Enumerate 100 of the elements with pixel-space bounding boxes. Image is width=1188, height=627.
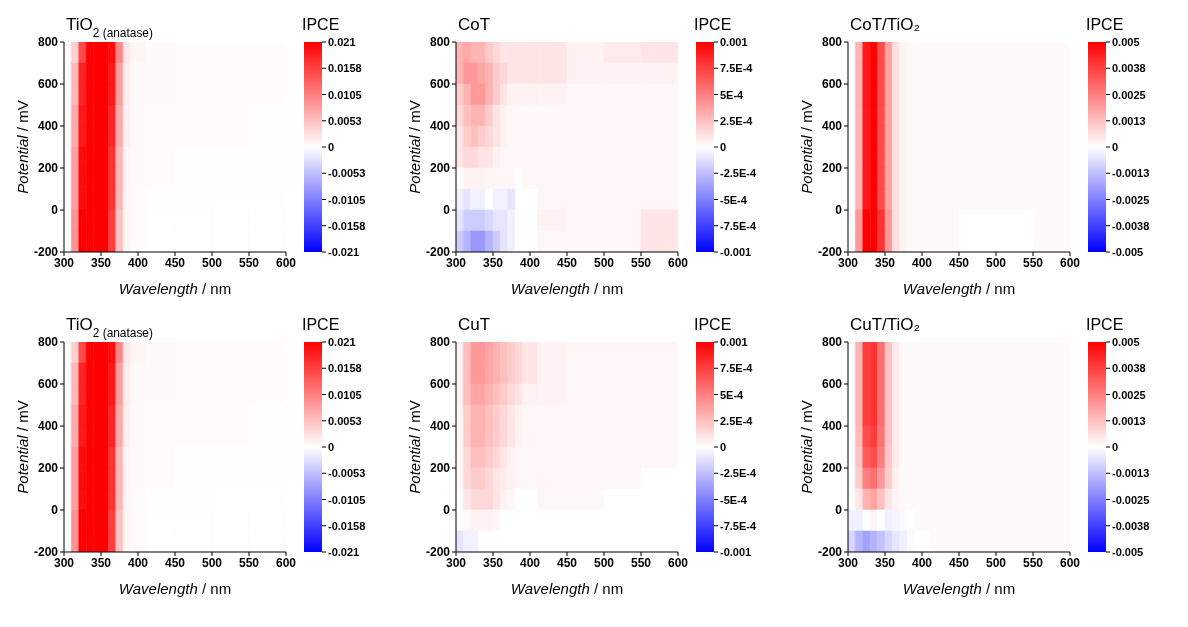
color-bar-label: 0.0105 xyxy=(328,388,362,401)
x-tick-label: 450 xyxy=(164,255,186,270)
color-bar-label: -0.0158 xyxy=(328,219,366,232)
color-bar-label: 0.0053 xyxy=(328,414,362,427)
x-tick-label: 450 xyxy=(556,255,578,270)
color-bar-label: -0.005 xyxy=(1112,546,1144,558)
y-tick-label: 0 xyxy=(51,503,59,518)
y-tick-label: 800 xyxy=(821,335,843,350)
color-bar-label: -0.021 xyxy=(328,546,360,558)
y-tick-label: 0 xyxy=(443,203,451,218)
y-tick-label: 600 xyxy=(37,77,59,92)
x-tick-label: 400 xyxy=(127,555,149,570)
color-bar-label: 2.5E-4 xyxy=(720,114,754,127)
y-tick-label: 600 xyxy=(821,77,843,92)
x-tick-label: 350 xyxy=(90,555,112,570)
y-tick-label: 200 xyxy=(821,461,843,476)
color-bar-label: 0 xyxy=(328,441,335,453)
x-axis-title: Wavelength / nm xyxy=(118,280,232,297)
color-bar-label: 0.001 xyxy=(720,336,748,348)
x-tick-label: 300 xyxy=(445,255,467,270)
y-tick-label: 800 xyxy=(429,335,451,350)
x-tick-label: 550 xyxy=(238,255,260,270)
color-bar-label: 0.005 xyxy=(1112,336,1140,348)
y-tick-label: 200 xyxy=(37,461,59,476)
color-bar-label: 0.0053 xyxy=(328,114,362,127)
x-axis-title: Wavelength / nm xyxy=(510,580,624,597)
color-bar-label: -2.5E-4 xyxy=(720,167,757,180)
x-tick-label: 400 xyxy=(519,555,541,570)
x-tick-label: 350 xyxy=(482,255,504,270)
color-bar-label: 0.0025 xyxy=(1112,388,1146,401)
color-bar-label: -0.0013 xyxy=(1112,467,1150,480)
x-tick-label: 600 xyxy=(275,255,297,270)
x-tick-label: 300 xyxy=(445,555,467,570)
y-tick-label: 200 xyxy=(429,161,451,176)
y-tick-label: 600 xyxy=(37,377,59,392)
color-bar-label: 5E-4 xyxy=(720,388,745,401)
x-tick-label: 500 xyxy=(593,555,615,570)
x-tick-label: 550 xyxy=(630,555,652,570)
color-bar-label: -0.0105 xyxy=(328,193,366,206)
color-bar-title: IPCE xyxy=(694,316,732,333)
x-tick-label: 550 xyxy=(630,255,652,270)
y-tick-label: 800 xyxy=(429,35,451,50)
y-axis-title: Potential / mV xyxy=(13,400,31,494)
chart-title: CoT xyxy=(458,15,491,34)
chart-title: TiO$_{2 (anatase)}$ xyxy=(66,15,153,40)
x-tick-label: 500 xyxy=(593,255,615,270)
color-bar-label: 0 xyxy=(720,441,727,453)
color-bar-label: 0.0038 xyxy=(1112,362,1146,375)
x-tick-label: 500 xyxy=(985,255,1007,270)
y-tick-label: 200 xyxy=(37,161,59,176)
x-tick-label: 350 xyxy=(874,255,896,270)
color-bar-label: 0.0158 xyxy=(328,62,362,75)
x-tick-label: 600 xyxy=(275,555,297,570)
x-tick-label: 600 xyxy=(667,555,689,570)
x-tick-label: 550 xyxy=(238,555,260,570)
x-tick-label: 300 xyxy=(837,555,859,570)
y-tick-label: 600 xyxy=(821,377,843,392)
color-bar-label: -7.5E-4 xyxy=(720,219,757,232)
x-tick-label: 300 xyxy=(53,555,75,570)
color-bar-title: IPCE xyxy=(1086,16,1124,33)
color-bar-label: -0.0053 xyxy=(328,167,366,180)
y-tick-label: 400 xyxy=(821,119,843,134)
chart-title: CoT/TiO₂ xyxy=(850,15,921,34)
y-axis-title: Potential / mV xyxy=(405,400,423,494)
color-bar-label: -0.001 xyxy=(720,546,752,558)
x-tick-label: 450 xyxy=(556,555,578,570)
color-bar-label: 5E-4 xyxy=(720,88,745,101)
color-bar-label: 0.0013 xyxy=(1112,414,1146,427)
y-axis-title: Potential / mV xyxy=(797,100,815,194)
x-tick-label: 300 xyxy=(53,255,75,270)
x-tick-label: 300 xyxy=(837,255,859,270)
color-bar-label: 0.021 xyxy=(328,36,356,48)
y-tick-label: 800 xyxy=(821,35,843,50)
x-tick-label: 500 xyxy=(985,555,1007,570)
color-bar-label: -0.005 xyxy=(1112,246,1144,258)
color-bar-label: -0.0025 xyxy=(1112,493,1150,506)
color-bar-label: 0.001 xyxy=(720,36,748,48)
y-axis-title: Potential / mV xyxy=(405,100,423,194)
y-tick-label: 0 xyxy=(443,503,451,518)
y-tick-label: 600 xyxy=(429,77,451,92)
color-bar-label: -0.0038 xyxy=(1112,519,1150,532)
x-axis-title: Wavelength / nm xyxy=(510,280,624,297)
color-bar-title: IPCE xyxy=(1086,316,1124,333)
x-tick-label: 600 xyxy=(1059,255,1081,270)
y-tick-label: 400 xyxy=(37,119,59,134)
y-tick-label: 0 xyxy=(835,203,843,218)
color-bar-label: -7.5E-4 xyxy=(720,519,757,532)
y-tick-label: 800 xyxy=(37,35,59,50)
x-tick-label: 450 xyxy=(164,555,186,570)
y-tick-label: 600 xyxy=(429,377,451,392)
color-bar-title: IPCE xyxy=(694,16,732,33)
y-tick-label: 400 xyxy=(37,419,59,434)
x-axis-title: Wavelength / nm xyxy=(902,280,1016,297)
y-axis-title: Potential / mV xyxy=(797,400,815,494)
x-tick-label: 600 xyxy=(667,255,689,270)
color-bar-label: 2.5E-4 xyxy=(720,414,754,427)
color-bar-label: 7.5E-4 xyxy=(720,362,754,375)
x-tick-label: 500 xyxy=(201,255,223,270)
color-bar-label: -2.5E-4 xyxy=(720,467,757,480)
y-tick-label: 0 xyxy=(835,503,843,518)
